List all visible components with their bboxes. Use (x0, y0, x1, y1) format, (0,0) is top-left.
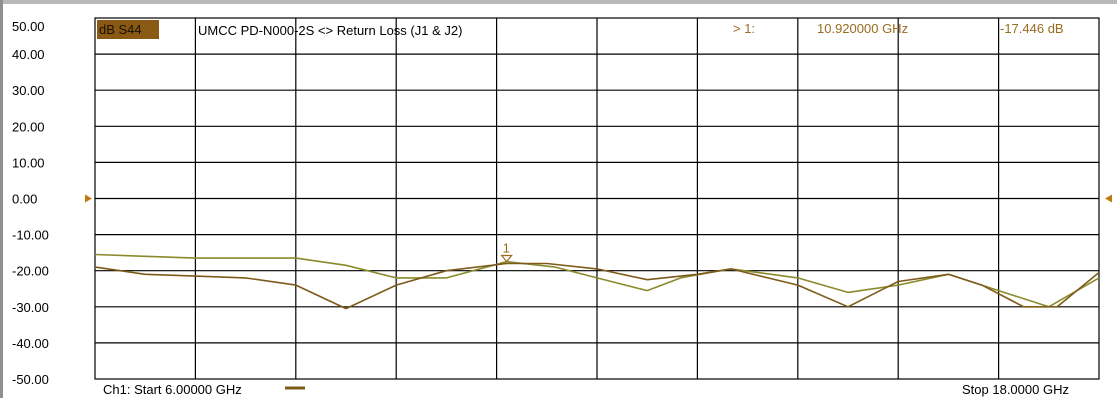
y-tick-label: 30.00 (12, 83, 45, 98)
y-tick-label: 0.00 (12, 192, 37, 207)
trace-title: UMCC PD-N000-2S <> Return Loss (J1 & J2) (198, 23, 462, 38)
reference-arrow-left (85, 194, 92, 203)
y-tick-label: -20.00 (12, 264, 49, 279)
y-tick-label: -50.00 (12, 372, 49, 387)
window-left-edge (0, 0, 3, 398)
y-tick-label: -10.00 (12, 228, 49, 243)
y-tick-label: 40.00 (12, 47, 45, 62)
y-axis-tick-labels: 50.00 40.00 30.00 20.00 10.00 0.00 -10.00 -20.0… (12, 19, 49, 387)
y-tick-label: 20.00 (12, 119, 45, 134)
y-tick-label: 50.00 (12, 19, 45, 34)
channel-footer: Ch1: Start 6.00000 GHz Stop 18.0000 GHz (103, 382, 1069, 397)
y-tick-label: -40.00 (12, 336, 49, 351)
trace-badge[interactable]: dB S44 (99, 22, 142, 37)
start-frequency-label: Ch1: Start 6.00000 GHz (103, 382, 242, 397)
y-tick-label: -30.00 (12, 300, 49, 315)
marker-triangle[interactable] (500, 254, 513, 263)
traces (94, 253, 1100, 310)
marker-number: 1 (503, 240, 510, 255)
reference-arrow-right (1105, 194, 1112, 203)
trace-badge-background (97, 20, 159, 39)
reference-level-arrows (85, 194, 1112, 203)
trace-header: dB S44 UMCC PD-N000-2S <> Return Loss (J… (97, 20, 1064, 39)
y-tick-label: 10.00 (12, 155, 45, 170)
marker-readout-value: -17.446 dB (1000, 21, 1064, 36)
plot-grid (94, 17, 1100, 380)
marker-readout-frequency: 10.920000 GHz (817, 21, 908, 36)
marker-1[interactable]: 1 (500, 240, 513, 263)
marker-readout-label: > 1: (733, 21, 755, 36)
trace-line (94, 262, 1100, 310)
window-top-edge (0, 0, 1117, 4)
stop-frequency-label: Stop 18.0000 GHz (962, 382, 1069, 397)
